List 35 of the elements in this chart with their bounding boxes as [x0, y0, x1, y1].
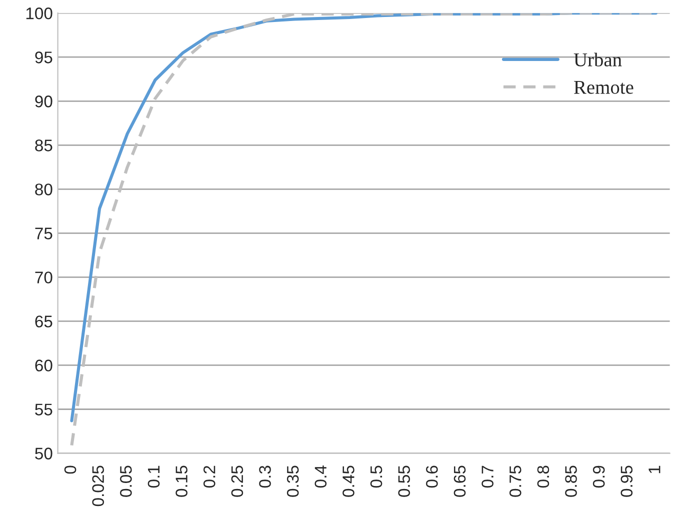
- x-tick-label: 0.2: [203, 466, 216, 488]
- y-tick-label: 75: [35, 228, 52, 240]
- x-tick-label: 0.4: [314, 466, 327, 488]
- x-tick-label: 0.3: [259, 466, 271, 488]
- y-tick-label: 85: [35, 140, 52, 152]
- x-tick-label: 0.9: [592, 466, 605, 488]
- legend-label: Remote: [574, 80, 634, 94]
- x-tick-label: 0.65: [454, 466, 466, 497]
- x-tick-label: 0.85: [565, 466, 577, 497]
- x-tick-label: 0.6: [426, 466, 438, 488]
- x-tick-label: 0.1: [148, 466, 160, 488]
- x-tick-label: 0.95: [620, 466, 633, 497]
- y-tick-label: 95: [35, 52, 52, 64]
- y-tick-label: 90: [35, 96, 52, 108]
- legend-label: Urban: [574, 52, 622, 66]
- x-tick-label: 0.15: [176, 466, 188, 497]
- x-tick-label: 0.025: [92, 466, 104, 506]
- y-tick-label: 65: [35, 316, 52, 328]
- y-tick-label: 55: [35, 404, 52, 416]
- x-tick-label: 0.75: [509, 466, 522, 497]
- x-tick-label: 1: [648, 466, 660, 474]
- x-tick-label: 0: [64, 466, 76, 474]
- x-tick-label: 0.5: [370, 466, 382, 488]
- y-tick-label: 50: [35, 448, 52, 460]
- y-tick-label: 60: [35, 360, 52, 372]
- x-tick-label: 0.05: [120, 466, 132, 497]
- y-tick-label: 80: [35, 184, 52, 196]
- y-tick-label: 100: [26, 8, 52, 20]
- x-tick-label: 0.25: [231, 466, 244, 497]
- x-tick-label: 0.8: [537, 466, 550, 488]
- x-tick-label: 0.7: [482, 466, 494, 488]
- x-tick-label: 0.35: [286, 466, 299, 497]
- x-tick-label: 0.55: [398, 466, 410, 497]
- x-tick-label: 0.45: [342, 466, 354, 497]
- y-tick-label: 70: [35, 272, 52, 284]
